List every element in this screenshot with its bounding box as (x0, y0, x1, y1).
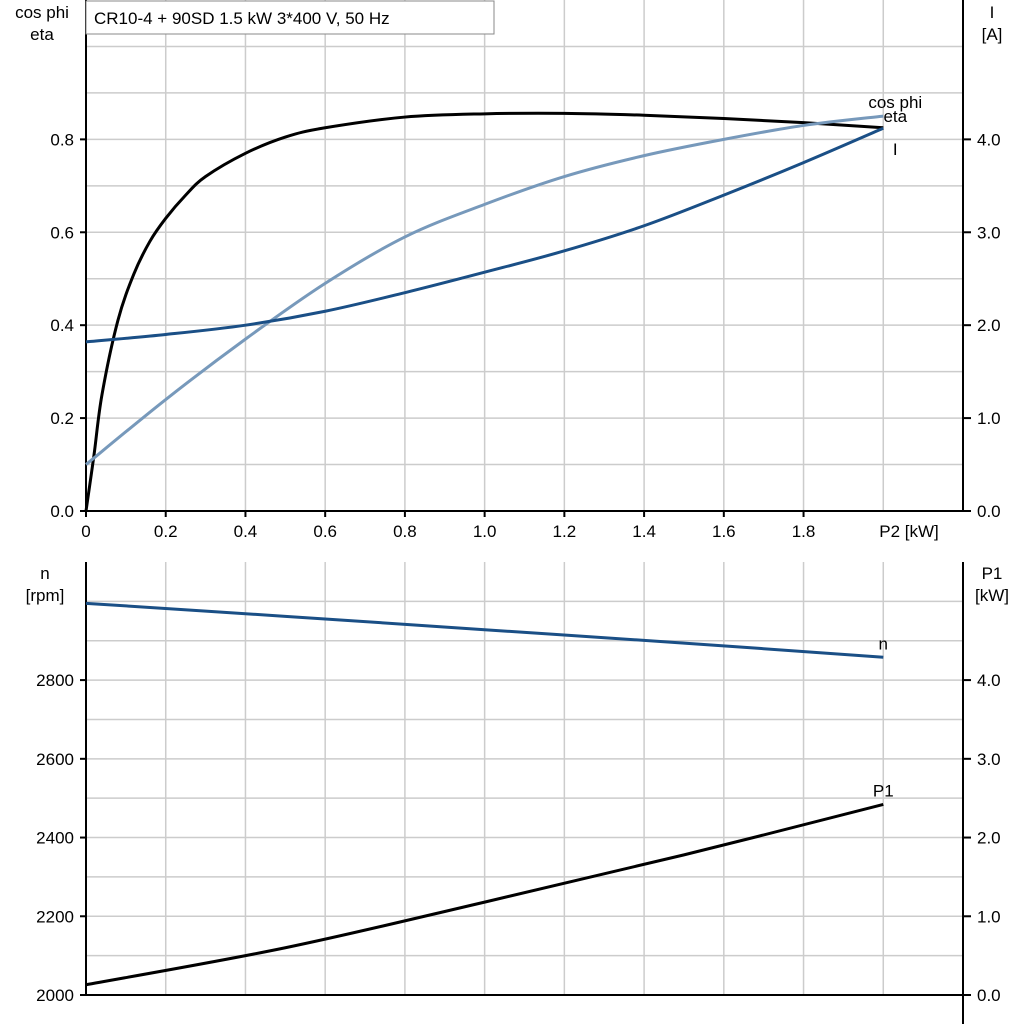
x-tick-label: 0 (81, 522, 90, 541)
y-left-axis-label: eta (30, 25, 54, 44)
y-right-axis-label: P1 (982, 564, 1003, 583)
y-right-tick-label: 2.0 (977, 316, 1001, 335)
y-right-tick-label: 3.0 (977, 750, 1001, 769)
y-left-tick-label: 0.0 (50, 502, 74, 521)
y-left-tick-label: 2800 (36, 671, 74, 690)
series-label-n: n (879, 634, 888, 653)
y-right-tick-label: 3.0 (977, 223, 1001, 242)
y-left-axis-label: cos phi (15, 3, 69, 22)
y-right-tick-label: 1.0 (977, 409, 1001, 428)
series-label-p1: P1 (873, 781, 894, 800)
series-label-eta: eta (883, 107, 907, 126)
x-tick-label: 0.8 (393, 522, 417, 541)
y-left-tick-label: 0.8 (50, 130, 74, 149)
y-left-tick-label: 2400 (36, 829, 74, 848)
y-left-tick-label: 2600 (36, 750, 74, 769)
x-axis-label: P2 [kW] (879, 522, 939, 541)
series-line-p1 (85, 803, 884, 987)
series-line-eta (84, 111, 884, 512)
y-left-tick-label: 0.2 (50, 409, 74, 428)
x-tick-label: 1.4 (632, 522, 656, 541)
x-tick-label: 1.0 (473, 522, 497, 541)
series-line-cos-phi (85, 114, 884, 466)
y-left-tick-label: 2200 (36, 907, 74, 926)
x-tick-label: 0.4 (234, 522, 258, 541)
x-tick-label: 0.2 (154, 522, 178, 541)
y-right-axis-label: [A] (982, 25, 1003, 44)
series-label-cos-phi: cos phi (868, 93, 922, 112)
x-tick-label: 1.8 (792, 522, 816, 541)
y-left-axis-label: n (40, 564, 49, 583)
y-right-axis-label: I (990, 3, 995, 22)
y-right-tick-label: 4.0 (977, 671, 1001, 690)
series-label-i: I (893, 140, 898, 159)
title-box (85, 0, 495, 35)
y-right-axis-label: [kW] (975, 586, 1009, 605)
x-tick-label: 1.6 (712, 522, 736, 541)
chart-title: CR10-4 + 90SD 1.5 kW 3*400 V, 50 Hz (94, 9, 390, 28)
x-tick-label: 1.2 (553, 522, 577, 541)
y-right-tick-label: 1.0 (977, 907, 1001, 926)
y-left-tick-label: 0.6 (50, 223, 74, 242)
series-line-n (85, 601, 884, 659)
y-right-tick-label: 0.0 (977, 502, 1001, 521)
x-tick-label: 0.6 (313, 522, 337, 541)
y-left-axis-label: [rpm] (26, 586, 65, 605)
y-right-tick-label: 4.0 (977, 130, 1001, 149)
y-left-tick-label: 0.4 (50, 316, 74, 335)
y-left-tick-label: 2000 (36, 986, 74, 1005)
series-line-i (85, 126, 884, 344)
y-right-tick-label: 2.0 (977, 829, 1001, 848)
y-right-tick-label: 0.0 (977, 986, 1001, 1005)
